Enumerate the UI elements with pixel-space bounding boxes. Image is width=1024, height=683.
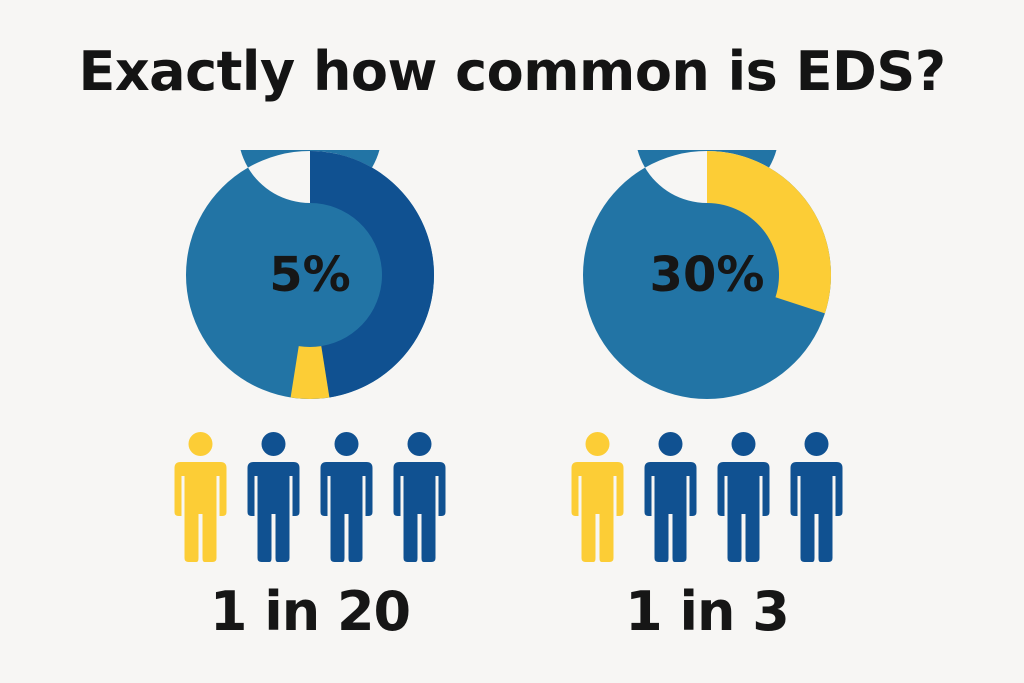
chart-panel-left: 5% 1 in 20 <box>160 150 460 650</box>
person-icon <box>247 432 300 562</box>
page-title: Exactly how common is EDS? <box>78 40 946 103</box>
donut-chart-right <box>582 150 831 399</box>
person-icon <box>790 432 843 562</box>
donut-segment-dark <box>310 151 434 398</box>
people-icons-left <box>174 432 446 562</box>
ratio-label: 1 in 20 <box>209 580 411 643</box>
donut-segment-highlight <box>707 151 831 314</box>
donut-chart-left <box>185 150 434 399</box>
person-icon <box>571 432 624 562</box>
person-icon <box>644 432 697 562</box>
ratio-label: 1 in 3 <box>625 580 790 643</box>
person-icon <box>174 432 227 562</box>
donut-segment-highlight <box>290 346 330 399</box>
people-icons-right <box>571 432 843 562</box>
person-icon <box>320 432 373 562</box>
person-icon <box>717 432 770 562</box>
chart-panel-right: 30% 1 in 3 <box>557 150 857 650</box>
person-icon <box>393 432 446 562</box>
